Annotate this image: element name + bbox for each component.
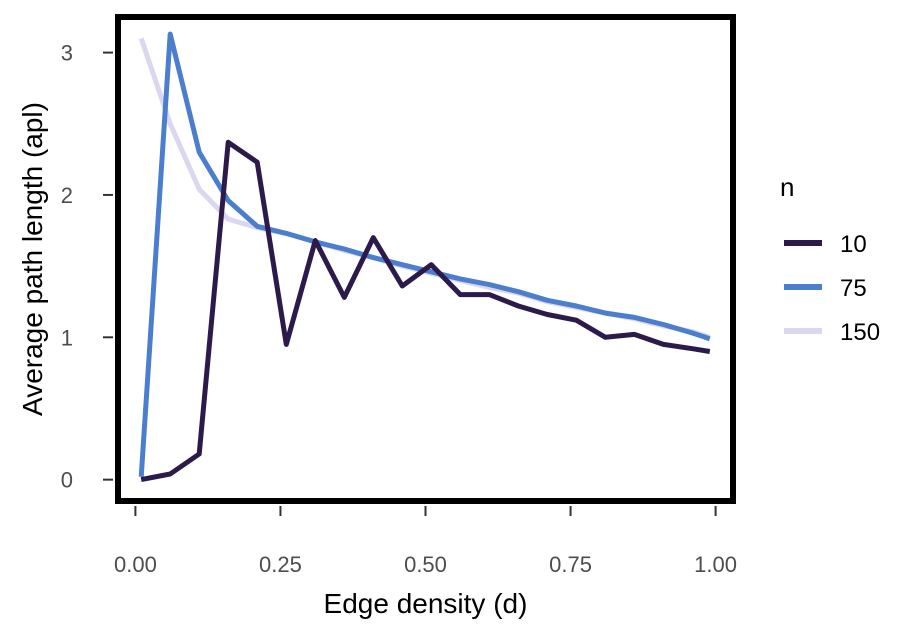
x-tick-label: 1.00 — [694, 552, 737, 577]
x-tick-label: 0.25 — [259, 552, 302, 577]
series-layer — [138, 31, 711, 483]
x-tick-label: 0.00 — [114, 552, 157, 577]
x-tick-label: 0.50 — [404, 552, 447, 577]
y-axis-title: Average path length (apl) — [17, 102, 48, 416]
legend-title: n — [780, 172, 794, 202]
y-tick-label: 1 — [61, 325, 73, 350]
y-tick-label: 3 — [61, 41, 73, 66]
y-tick-label: 2 — [61, 183, 73, 208]
y-axis: 0 1 2 3 — [61, 41, 113, 493]
legend-label-10: 10 — [840, 231, 867, 258]
legend-label-150: 150 — [840, 319, 880, 346]
plot-panel — [115, 14, 736, 504]
series-line-10 — [140, 139, 711, 483]
legend: n 10 75 150 — [780, 172, 880, 346]
x-axis-title: Edge density (d) — [324, 588, 528, 619]
series-line-75 — [138, 31, 711, 477]
x-axis: 0.00 0.25 0.50 0.75 1.00 — [114, 506, 737, 577]
legend-label-75: 75 — [840, 275, 867, 302]
y-tick-label: 0 — [61, 468, 73, 493]
x-tick-label: 0.75 — [549, 552, 592, 577]
